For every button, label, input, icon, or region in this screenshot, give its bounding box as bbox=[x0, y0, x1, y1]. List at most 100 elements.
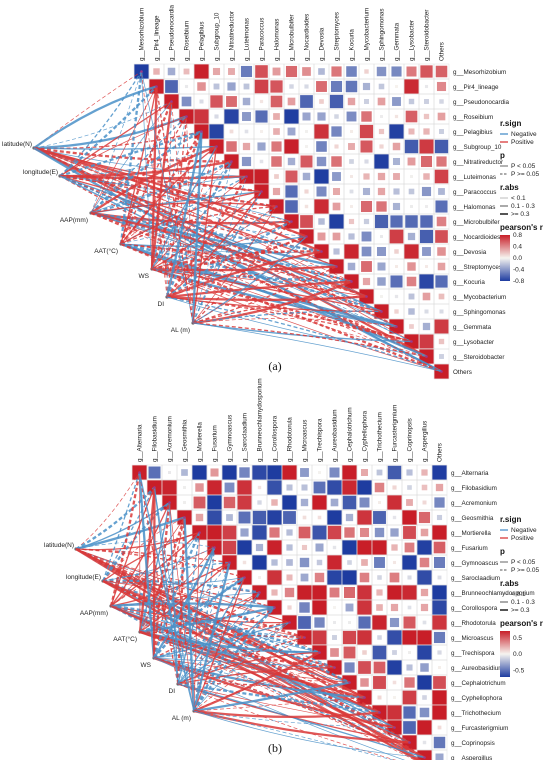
column-label: g__Paracoccus bbox=[259, 18, 266, 61]
heatmap-cell bbox=[406, 499, 413, 506]
correlation-edge bbox=[139, 631, 305, 639]
heatmap-cell bbox=[423, 113, 430, 120]
heatmap-cell bbox=[329, 467, 340, 478]
correlation-edge bbox=[75, 516, 185, 551]
heatmap-cell bbox=[402, 555, 417, 570]
heatmap-cell bbox=[285, 200, 298, 213]
correlation-edge bbox=[110, 605, 290, 624]
column-label: g__Trichothecium bbox=[377, 412, 384, 462]
heatmap-cell bbox=[419, 139, 434, 154]
column-label: g__Gymnoascus bbox=[227, 415, 234, 462]
correlation-edge bbox=[90, 101, 172, 214]
edge-endpoint bbox=[408, 741, 411, 744]
heatmap-cell bbox=[419, 334, 434, 349]
row-label: g__Gemmata bbox=[453, 324, 492, 331]
colorbar-tick: 0.0 bbox=[513, 651, 522, 658]
correlation-edge bbox=[177, 607, 275, 685]
heatmap-cell bbox=[377, 262, 386, 271]
edge-endpoint bbox=[170, 100, 173, 103]
heatmap-cell bbox=[316, 156, 327, 167]
env-label: longitude(E) bbox=[66, 574, 101, 581]
heatmap-cell bbox=[357, 480, 372, 495]
correlation-edge bbox=[193, 710, 395, 760]
edge-endpoint bbox=[215, 145, 218, 148]
edge-endpoint bbox=[288, 621, 291, 624]
row-label: g__Steroidobacter bbox=[453, 354, 504, 361]
heatmap-cell bbox=[437, 575, 442, 580]
heatmap-cell bbox=[255, 543, 264, 552]
heatmap-cell bbox=[392, 515, 397, 520]
correlation-edge bbox=[193, 606, 276, 712]
heatmap-cell bbox=[148, 466, 161, 479]
heatmap-cell bbox=[360, 200, 373, 213]
grid-cell bbox=[431, 749, 448, 760]
heatmap-cell bbox=[224, 482, 235, 493]
grid-cell bbox=[433, 363, 450, 380]
correlation-edge bbox=[151, 205, 277, 270]
heatmap-cell bbox=[327, 555, 342, 570]
heatmap-cell bbox=[433, 736, 446, 749]
heatmap-cell bbox=[438, 666, 441, 669]
heatmap-cell bbox=[436, 81, 447, 92]
edge-endpoint bbox=[140, 70, 143, 73]
edge-endpoint bbox=[440, 370, 443, 373]
correlation-edge bbox=[120, 243, 367, 298]
heatmap-cell bbox=[242, 112, 251, 121]
correlation-edge bbox=[102, 487, 156, 582]
column-label: g__Coprinopsis bbox=[407, 418, 414, 462]
correlation-edge bbox=[192, 322, 442, 372]
heatmap-cell bbox=[420, 528, 429, 537]
row-label: g__Aspergillus bbox=[451, 755, 492, 760]
correlation-edge bbox=[59, 175, 307, 238]
heatmap-cell bbox=[348, 218, 355, 225]
heatmap-cell bbox=[257, 500, 262, 505]
heatmap-cell bbox=[329, 587, 340, 598]
heatmap-cell bbox=[167, 470, 172, 475]
heatmap-cell bbox=[334, 144, 339, 149]
heatmap-cell bbox=[374, 214, 389, 229]
heatmap-cell bbox=[364, 99, 369, 104]
correlation-edge bbox=[151, 268, 382, 313]
heatmap-cell bbox=[403, 526, 416, 539]
heatmap-cell bbox=[284, 139, 299, 154]
heatmap-cell bbox=[420, 603, 429, 612]
heatmap-cell bbox=[390, 275, 403, 288]
heatmap-cell bbox=[243, 83, 250, 90]
heatmap-cell bbox=[258, 576, 261, 579]
heatmap-cell bbox=[420, 588, 429, 597]
heatmap-cell bbox=[345, 80, 358, 93]
correlation-edge bbox=[102, 531, 200, 582]
correlation-edge bbox=[153, 606, 275, 659]
heatmap-cell bbox=[344, 244, 359, 259]
heatmap-cell bbox=[436, 156, 447, 167]
edge-endpoint bbox=[213, 546, 216, 549]
column-label: g__Rhodotorula bbox=[287, 417, 294, 462]
heatmap-cell bbox=[389, 617, 400, 628]
heatmap-cell bbox=[343, 646, 356, 659]
heatmap-cell bbox=[358, 616, 371, 629]
heatmap-cell bbox=[252, 555, 267, 570]
heatmap-cell bbox=[241, 156, 252, 167]
column-label: g__Brunneochlamydosporium bbox=[257, 378, 264, 462]
heatmap-cell bbox=[195, 483, 204, 492]
correlation-edge bbox=[33, 85, 157, 149]
heatmap-cell bbox=[433, 541, 446, 554]
heatmap-cell bbox=[255, 65, 268, 78]
heatmap-cell bbox=[419, 707, 430, 718]
heatmap-cell bbox=[406, 664, 413, 671]
heatmap-cell bbox=[271, 156, 282, 167]
heatmap-cell bbox=[408, 308, 415, 315]
heatmap-cell bbox=[349, 174, 354, 179]
heatmap-cell bbox=[422, 322, 431, 331]
correlation-edge bbox=[110, 605, 350, 683]
heatmap-cell bbox=[334, 114, 339, 119]
correlation-edge bbox=[102, 580, 395, 729]
column-label: g__Sphingomonas bbox=[379, 8, 386, 61]
heatmap-cell bbox=[376, 246, 387, 257]
column-label: g__Nocardioides bbox=[304, 14, 311, 61]
heatmap-cell bbox=[285, 185, 298, 198]
correlation-edge bbox=[59, 85, 158, 177]
heatmap-cell bbox=[361, 111, 372, 122]
heatmap-cell bbox=[421, 484, 428, 491]
